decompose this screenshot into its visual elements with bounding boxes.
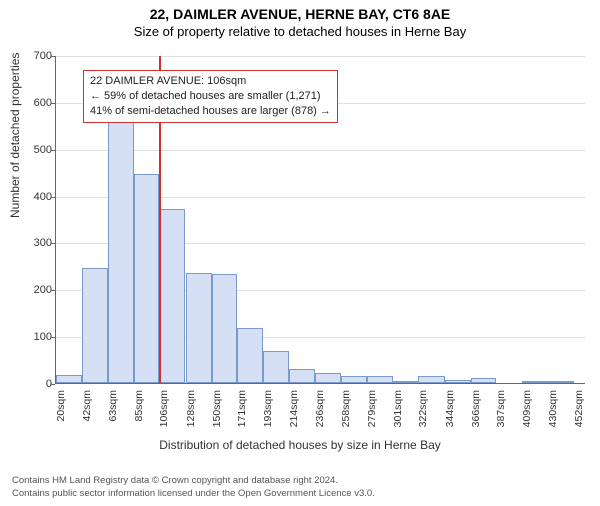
histogram-bar [315, 373, 341, 383]
gridline [56, 150, 585, 151]
y-tick-label: 300 [12, 237, 52, 249]
property-info-box: 22 DAIMLER AVENUE: 106sqm← 59% of detach… [83, 70, 338, 123]
page-subtitle: Size of property relative to detached ho… [0, 24, 600, 39]
histogram-chart: Number of detached properties 22 DAIMLER… [0, 48, 600, 458]
x-tick-label: 430sqm [547, 390, 559, 440]
x-tick-label: 258sqm [340, 390, 352, 440]
histogram-bar [548, 381, 574, 383]
y-tick-label: 200 [12, 284, 52, 296]
x-tick-label: 106sqm [158, 390, 170, 440]
histogram-bar [82, 268, 107, 383]
x-tick-label: 85sqm [133, 390, 145, 440]
histogram-bar [108, 107, 134, 383]
x-tick-label: 387sqm [495, 390, 507, 440]
x-tick-label: 452sqm [573, 390, 585, 440]
y-tick-label: 100 [12, 331, 52, 343]
histogram-bar [341, 376, 366, 383]
histogram-bar [471, 378, 496, 383]
x-tick-label: 42sqm [81, 390, 93, 440]
x-tick-label: 279sqm [366, 390, 378, 440]
histogram-bar [263, 351, 288, 383]
y-tick-mark [51, 56, 55, 57]
x-tick-label: 322sqm [417, 390, 429, 440]
info-box-line: ← 59% of detached houses are smaller (1,… [90, 89, 331, 104]
histogram-bar [522, 381, 547, 383]
histogram-bar [134, 174, 159, 383]
y-tick-mark [51, 384, 55, 385]
histogram-bar [418, 376, 444, 383]
footer-line-2: Contains public sector information licen… [12, 488, 375, 500]
plot-area: 22 DAIMLER AVENUE: 106sqm← 59% of detach… [55, 56, 585, 384]
x-tick-label: 20sqm [55, 390, 67, 440]
x-tick-label: 171sqm [236, 390, 248, 440]
histogram-bar [159, 209, 185, 383]
histogram-bar [393, 381, 418, 383]
histogram-bar [445, 380, 471, 383]
y-tick-label: 700 [12, 50, 52, 62]
histogram-bar [56, 375, 82, 383]
y-tick-mark [51, 103, 55, 104]
x-axis-label: Distribution of detached houses by size … [0, 438, 600, 452]
x-tick-label: 301sqm [392, 390, 404, 440]
footer-line-1: Contains HM Land Registry data © Crown c… [12, 475, 375, 487]
gridline [56, 56, 585, 57]
x-tick-label: 63sqm [107, 390, 119, 440]
x-tick-label: 150sqm [211, 390, 223, 440]
info-box-line: 22 DAIMLER AVENUE: 106sqm [90, 74, 331, 89]
page-title: 22, DAIMLER AVENUE, HERNE BAY, CT6 8AE [0, 6, 600, 22]
x-tick-label: 366sqm [470, 390, 482, 440]
y-tick-mark [51, 243, 55, 244]
y-tick-mark [51, 150, 55, 151]
y-tick-mark [51, 337, 55, 338]
x-tick-label: 236sqm [314, 390, 326, 440]
x-tick-label: 128sqm [185, 390, 197, 440]
x-tick-label: 193sqm [262, 390, 274, 440]
y-tick-label: 400 [12, 191, 52, 203]
x-tick-label: 344sqm [444, 390, 456, 440]
footer-attribution: Contains HM Land Registry data © Crown c… [12, 475, 375, 500]
y-tick-label: 500 [12, 144, 52, 156]
y-tick-mark [51, 197, 55, 198]
y-tick-label: 600 [12, 97, 52, 109]
x-tick-label: 214sqm [288, 390, 300, 440]
y-tick-label: 0 [12, 378, 52, 390]
histogram-bar [186, 273, 212, 383]
histogram-bar [367, 376, 393, 383]
histogram-bar [237, 328, 263, 383]
histogram-bar [289, 369, 315, 383]
info-box-line: 41% of semi-detached houses are larger (… [90, 104, 331, 119]
x-tick-label: 409sqm [521, 390, 533, 440]
y-tick-mark [51, 290, 55, 291]
histogram-bar [212, 274, 237, 383]
